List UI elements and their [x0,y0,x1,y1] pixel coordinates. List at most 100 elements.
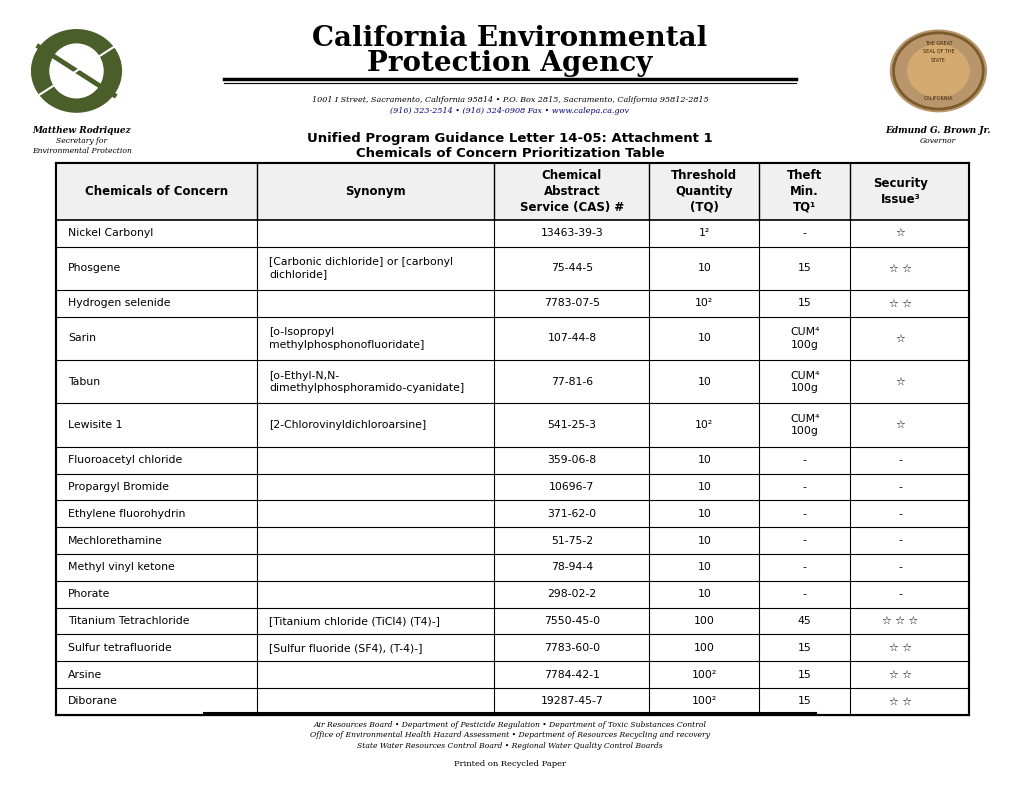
Ellipse shape [50,44,103,98]
Text: Matthew Rodriquez: Matthew Rodriquez [33,126,130,135]
Text: -: - [898,536,902,545]
Text: 10: 10 [697,482,710,492]
Text: Synonym: Synonym [345,185,406,198]
Text: 10696-7: 10696-7 [548,482,594,492]
Text: Environmental Protection: Environmental Protection [32,147,131,154]
Text: -: - [898,509,902,519]
Text: Printed on Recycled Paper: Printed on Recycled Paper [453,760,566,768]
Text: Theft
Min.
TQ¹: Theft Min. TQ¹ [787,169,821,214]
Text: Lewisite 1: Lewisite 1 [68,420,122,430]
Text: 7784-42-1: 7784-42-1 [543,670,599,679]
Text: 10: 10 [697,377,710,387]
Text: 107-44-8: 107-44-8 [547,333,596,344]
Text: Nickel Carbonyl: Nickel Carbonyl [68,229,154,238]
Text: Sulfur tetrafluoride: Sulfur tetrafluoride [68,643,172,652]
Text: Mechlorethamine: Mechlorethamine [68,536,163,545]
Text: Tabun: Tabun [68,377,100,387]
Text: ☆ ☆: ☆ ☆ [889,643,911,652]
Text: ☆: ☆ [895,333,905,344]
Text: 15: 15 [797,697,811,706]
Text: Propargyl Bromide: Propargyl Bromide [68,482,169,492]
Text: -: - [898,563,902,572]
Text: Methyl vinyl ketone: Methyl vinyl ketone [68,563,175,572]
Text: Air Resources Board • Department of Pesticide Regulation • Department of Toxic S: Air Resources Board • Department of Pest… [313,721,706,729]
Text: Titanium Tetrachloride: Titanium Tetrachloride [68,616,190,626]
Text: 10: 10 [697,589,710,599]
Text: [2-Chlorovinyldichloroarsine]: [2-Chlorovinyldichloroarsine] [269,420,426,430]
Text: Ethylene fluorohydrin: Ethylene fluorohydrin [68,509,185,519]
Text: 15: 15 [797,263,811,273]
Text: ☆ ☆: ☆ ☆ [889,299,911,308]
Text: 51-75-2: 51-75-2 [550,536,592,545]
Text: Secretary for: Secretary for [56,137,107,145]
Text: ☆ ☆ ☆: ☆ ☆ ☆ [881,616,918,626]
Text: 541-25-3: 541-25-3 [547,420,596,430]
Text: 10: 10 [697,509,710,519]
Text: -: - [802,509,806,519]
Text: California Environmental: California Environmental [312,25,707,52]
Text: Arsine: Arsine [68,670,103,679]
Text: Threshold
Quantity
(TQ): Threshold Quantity (TQ) [671,169,737,214]
Text: ☆: ☆ [895,377,905,387]
Text: 75-44-5: 75-44-5 [550,263,592,273]
Text: ☆ ☆: ☆ ☆ [889,263,911,273]
Text: -: - [802,536,806,545]
Text: [Sulfur fluoride (SF4), (T-4)-]: [Sulfur fluoride (SF4), (T-4)-] [269,643,422,652]
Text: Office of Environmental Health Hazard Assessment • Department of Resources Recyc: Office of Environmental Health Hazard As… [310,731,709,739]
Text: -: - [898,455,902,465]
Text: CUM⁴
100g: CUM⁴ 100g [789,414,818,437]
Circle shape [907,45,968,97]
Text: 19287-45-7: 19287-45-7 [540,697,602,706]
Text: Sarin: Sarin [68,333,96,344]
Text: 7783-07-5: 7783-07-5 [543,299,599,308]
Text: CUM⁴
100g: CUM⁴ 100g [789,327,818,350]
Text: 1001 I Street, Sacramento, California 95814 • P.O. Box 2815, Sacramento, Califor: 1001 I Street, Sacramento, California 95… [312,96,707,104]
Text: 13463-39-3: 13463-39-3 [540,229,602,238]
Text: Phosgene: Phosgene [68,263,121,273]
Bar [56,163,968,220]
Text: ☆: ☆ [895,229,905,238]
Text: 45: 45 [797,616,811,626]
Text: [Titanium chloride (TiCl4) (T4)-]: [Titanium chloride (TiCl4) (T4)-] [269,616,440,626]
Text: Fluoroacetyl chloride: Fluoroacetyl chloride [68,455,182,465]
Text: ☆ ☆: ☆ ☆ [889,670,911,679]
Text: 10: 10 [697,455,710,465]
Text: Chemicals of Concern Prioritization Table: Chemicals of Concern Prioritization Tabl… [356,147,663,159]
Text: 15: 15 [797,299,811,308]
Text: 10²: 10² [695,299,712,308]
Text: 100: 100 [693,643,714,652]
Text: -: - [802,563,806,572]
Text: -: - [898,482,902,492]
Text: 7550-45-0: 7550-45-0 [543,616,599,626]
Text: Governor: Governor [919,137,956,145]
Text: Diborane: Diborane [68,697,118,706]
Text: ☆ ☆: ☆ ☆ [889,697,911,706]
Text: 10: 10 [697,263,710,273]
Text: Phorate: Phorate [68,589,111,599]
Text: CALIFORNIA: CALIFORNIA [923,96,952,101]
Text: Edmund G. Brown Jr.: Edmund G. Brown Jr. [884,126,990,135]
Circle shape [890,30,985,112]
Text: 15: 15 [797,643,811,652]
Text: 15: 15 [797,670,811,679]
Bar [56,163,968,715]
Text: Unified Program Guidance Letter 14-05: Attachment 1: Unified Program Guidance Letter 14-05: A… [307,132,712,145]
Text: State Water Resources Control Board • Regional Water Quality Control Boards: State Water Resources Control Board • Re… [357,742,662,749]
Text: Protection Agency: Protection Agency [367,50,652,77]
Text: 298-02-2: 298-02-2 [547,589,596,599]
Text: [Carbonic dichloride] or [carbonyl
dichloride]: [Carbonic dichloride] or [carbonyl dichl… [269,257,452,280]
Text: -: - [802,482,806,492]
Text: -: - [802,229,806,238]
Text: 7783-60-0: 7783-60-0 [543,643,599,652]
Text: 78-94-4: 78-94-4 [550,563,592,572]
Text: 10²: 10² [695,420,712,430]
Text: -: - [802,589,806,599]
Text: SEAL OF THE: SEAL OF THE [921,50,954,54]
Ellipse shape [32,30,121,112]
Text: ☆: ☆ [895,420,905,430]
Text: 10: 10 [697,333,710,344]
Text: 371-62-0: 371-62-0 [547,509,596,519]
Text: -: - [802,455,806,465]
Text: 100²: 100² [691,670,716,679]
Text: 77-81-6: 77-81-6 [550,377,592,387]
